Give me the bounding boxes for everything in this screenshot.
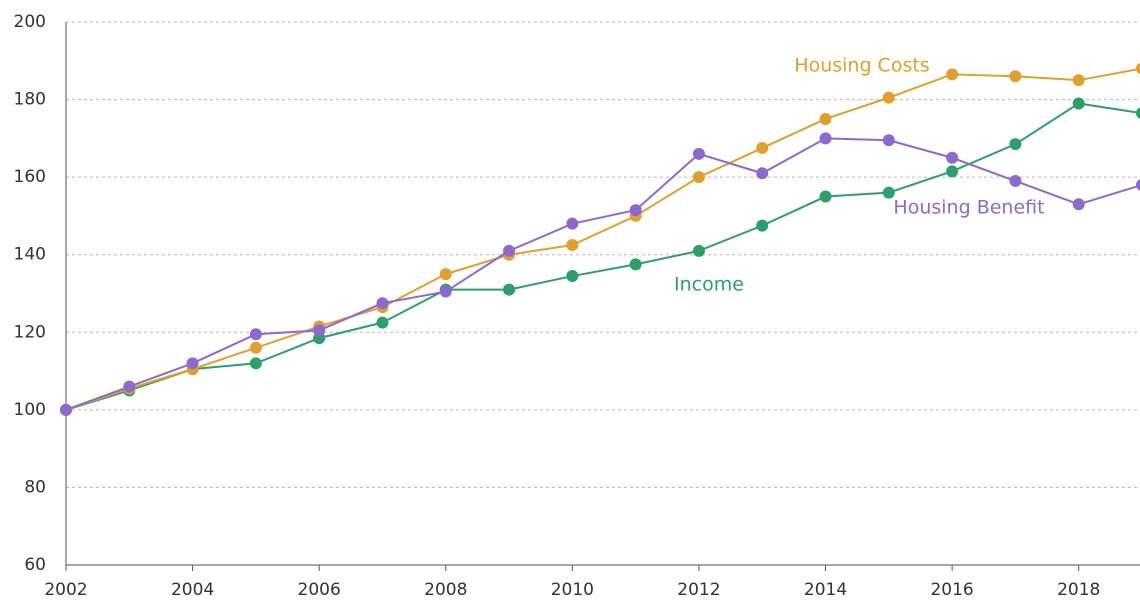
- point: [882, 186, 895, 199]
- point: [503, 283, 516, 296]
- point: [946, 68, 959, 81]
- x-tick-label: 2006: [298, 580, 341, 600]
- x-tick-label: 2018: [1057, 580, 1100, 600]
- point: [756, 219, 769, 232]
- series-line: [65, 67, 1140, 411]
- point: [756, 167, 769, 180]
- point: [249, 341, 262, 354]
- point: [882, 91, 895, 104]
- point: [692, 244, 705, 257]
- y-tick-label: 60: [24, 555, 46, 575]
- point: [566, 239, 579, 252]
- point: [1072, 74, 1085, 87]
- point: [756, 142, 769, 155]
- point: [376, 297, 389, 310]
- point: [566, 270, 579, 283]
- series-label: Housing Benefit: [893, 197, 1044, 219]
- y-tick-label: 200: [14, 12, 46, 32]
- x-tick-label: 2010: [551, 580, 594, 600]
- series-line: [65, 102, 1140, 411]
- point: [186, 357, 199, 370]
- series-label: Housing Costs: [794, 55, 929, 77]
- point: [819, 132, 832, 145]
- point: [882, 134, 895, 147]
- point: [1136, 62, 1140, 75]
- point: [566, 217, 579, 230]
- point: [439, 285, 452, 298]
- y-tick-label: 160: [14, 167, 46, 187]
- point: [1009, 138, 1022, 151]
- series-line: [65, 137, 1140, 411]
- x-tick-label: 2014: [804, 580, 847, 600]
- point: [1136, 107, 1140, 119]
- series-label: Income: [674, 274, 744, 296]
- point: [376, 316, 389, 329]
- point: [1009, 70, 1022, 83]
- point: [249, 357, 262, 370]
- point: [819, 190, 832, 203]
- x-tick-label: 2004: [171, 580, 214, 600]
- point: [439, 268, 452, 281]
- point: [60, 403, 72, 416]
- point: [946, 165, 959, 178]
- y-tick-label: 100: [14, 400, 46, 420]
- y-tick-label: 80: [24, 477, 46, 497]
- point: [629, 258, 642, 271]
- y-tick-label: 140: [14, 245, 46, 265]
- point: [1072, 97, 1085, 110]
- point: [123, 380, 136, 393]
- point: [249, 328, 262, 341]
- point: [629, 204, 642, 217]
- x-tick-label: 2012: [677, 580, 720, 600]
- y-tick-label: 120: [14, 322, 46, 342]
- x-tick-label: 2016: [930, 580, 973, 600]
- point: [819, 112, 832, 125]
- point: [946, 151, 959, 164]
- point: [503, 244, 516, 257]
- point: [1009, 175, 1022, 188]
- point: [1072, 198, 1085, 211]
- point: [313, 324, 326, 337]
- point: [692, 171, 705, 184]
- point: [692, 147, 705, 160]
- x-tick-label: 2008: [424, 580, 467, 600]
- point: [1136, 179, 1140, 191]
- x-tick-label: 2002: [44, 580, 87, 600]
- y-tick-label: 180: [14, 90, 46, 110]
